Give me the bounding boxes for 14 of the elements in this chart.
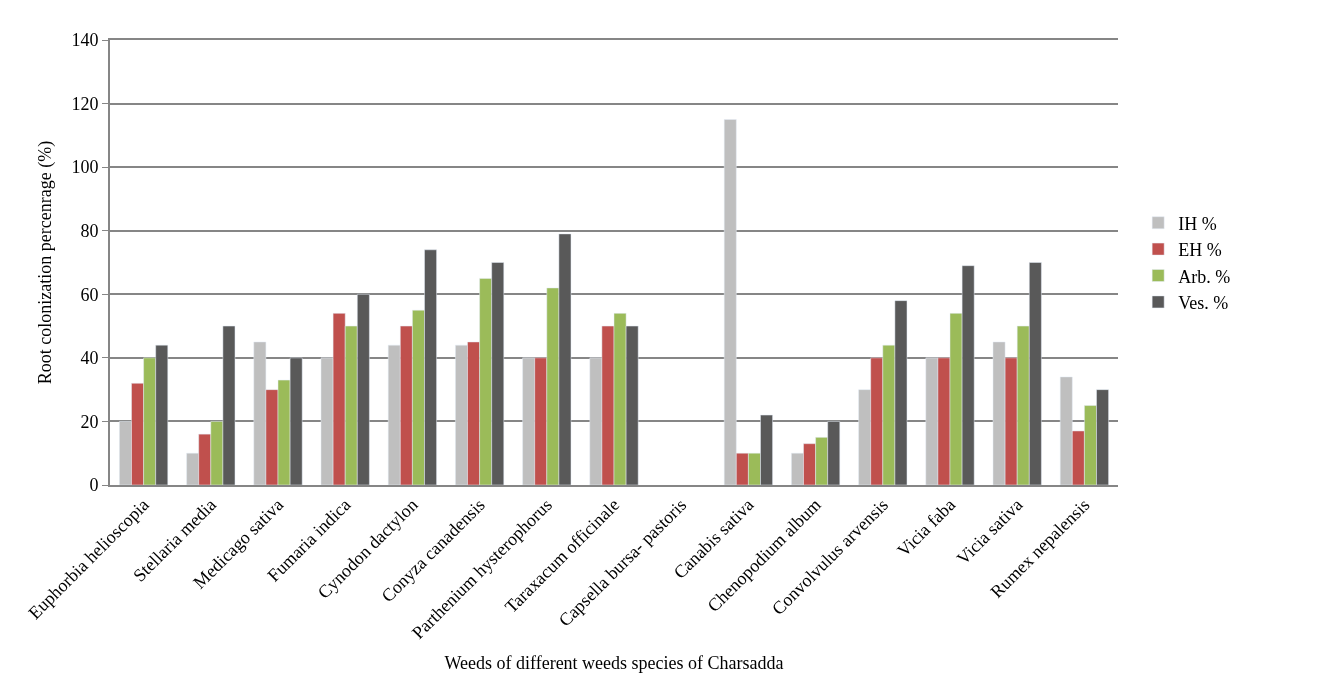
- y-tick-label: 80: [80, 221, 99, 242]
- y-tick-label: 20: [80, 411, 99, 432]
- y-tick-label: 140: [71, 30, 99, 51]
- legend-label: Ves. %: [1178, 292, 1229, 313]
- legend-label: IH %: [1178, 213, 1217, 234]
- legend-label: Arb. %: [1178, 266, 1231, 287]
- y-axis-title: Root colonization percenrage (%): [35, 140, 57, 385]
- y-tick-label: 40: [80, 348, 99, 369]
- y-tick-label: 120: [71, 93, 99, 114]
- y-tick-label: 100: [71, 157, 99, 178]
- y-tick-label: 0: [89, 475, 99, 496]
- y-tick-label: 60: [80, 284, 99, 305]
- x-axis-title: Weeds of different weeds species of Charsadda: [444, 653, 784, 674]
- legend-label: EH %: [1178, 240, 1222, 261]
